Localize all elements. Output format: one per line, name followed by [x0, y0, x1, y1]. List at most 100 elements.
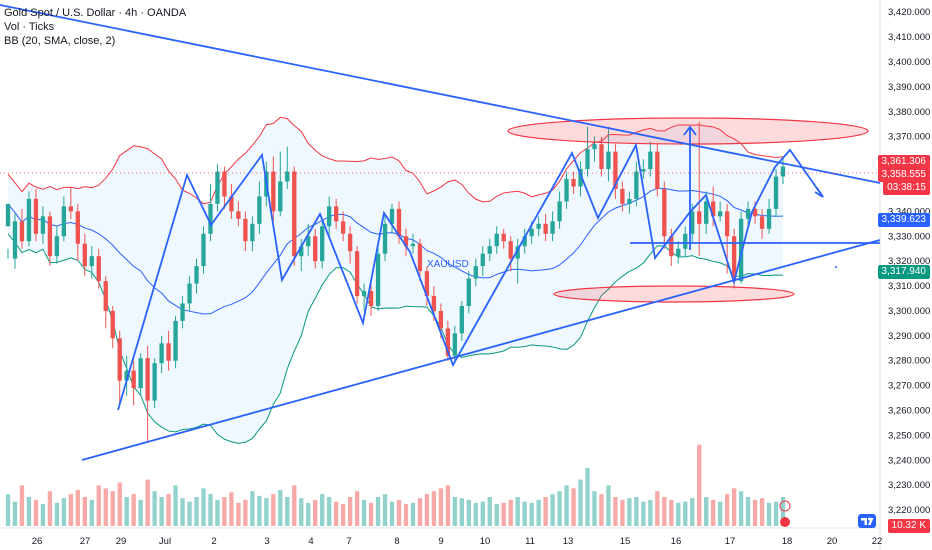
candle-body — [613, 151, 618, 189]
volume-bar — [501, 502, 506, 526]
volume-bar — [194, 497, 199, 526]
time-tick-label: 29 — [116, 536, 127, 547]
volume-bar — [466, 499, 471, 526]
volume-bar — [361, 499, 367, 526]
down-arrow-head — [814, 187, 824, 198]
price-tick-label: 3,300.000 — [888, 306, 930, 317]
candle-body — [431, 295, 437, 311]
volume-bar — [82, 497, 87, 526]
price-tick-label: 3,220.000 — [888, 505, 930, 516]
candle-body — [759, 216, 765, 229]
ascending-trendline — [81, 239, 881, 461]
candle-body — [731, 236, 737, 282]
price-tick-label: 3,230.000 — [888, 480, 930, 491]
volume-bar — [452, 497, 458, 526]
candle-body — [208, 203, 213, 234]
volume-bar — [138, 499, 143, 526]
volume-bar — [19, 485, 25, 526]
candle-body — [501, 233, 506, 242]
volume-bar — [724, 494, 730, 526]
volume-bar — [620, 499, 625, 526]
volume-bar — [606, 485, 611, 526]
volume-bar — [731, 488, 737, 526]
candle-body — [676, 248, 681, 257]
price-tick-label: 3,370.000 — [888, 132, 930, 143]
volume-bar — [117, 482, 122, 526]
candle-body — [403, 236, 409, 247]
volume-bar — [738, 491, 744, 526]
volume-bar — [676, 502, 681, 526]
volume-bar — [173, 485, 178, 526]
price-tick-label: 3,380.000 — [888, 107, 930, 118]
volume-bar — [766, 502, 772, 526]
candle-body — [669, 236, 674, 257]
volume-bar — [47, 491, 53, 526]
volume-bar — [306, 502, 311, 526]
volume-bar — [278, 490, 283, 526]
volume-bar — [711, 499, 716, 526]
volume-bar — [375, 497, 381, 526]
candle-body — [138, 358, 143, 389]
volume-bar — [327, 497, 332, 526]
bb-upper-line — [7, 116, 784, 205]
candle-body — [54, 236, 60, 257]
tradingview-logo-icon[interactable] — [858, 514, 876, 528]
candle-body — [33, 198, 39, 234]
volume-bar — [410, 502, 416, 526]
candle-body — [396, 208, 402, 237]
volume-bar — [368, 502, 374, 526]
volume-bar — [780, 497, 786, 526]
candle-body — [194, 266, 199, 284]
time-tick-label: 8 — [394, 536, 399, 547]
flag-icon — [780, 517, 790, 527]
price-tick-label: 3,400.000 — [888, 57, 930, 68]
candle-body — [627, 198, 632, 204]
candle-body — [508, 241, 513, 259]
candle-body — [424, 271, 430, 296]
volume-bar — [257, 495, 262, 526]
candle-body — [222, 171, 227, 197]
price-tick-label: 3,270.000 — [888, 381, 930, 392]
candle-body — [187, 283, 192, 304]
volume-bar — [648, 499, 653, 526]
volume-bar — [180, 498, 185, 526]
volume-bar — [271, 494, 276, 526]
volume-bar — [613, 497, 618, 526]
candle-body — [215, 171, 220, 204]
candle-body — [5, 203, 11, 227]
volume-bar — [717, 501, 723, 526]
candle-body — [229, 196, 234, 212]
candle-body — [19, 221, 25, 242]
candle-body — [738, 218, 744, 282]
candle-body — [466, 278, 471, 306]
volume-bar — [215, 499, 220, 526]
time-tick-label: 18 — [782, 536, 793, 547]
volume-bar — [536, 499, 541, 526]
candle-body — [592, 144, 597, 150]
volume-bar — [508, 499, 513, 526]
candle-body — [285, 171, 290, 182]
candle-body — [536, 223, 541, 229]
candle-body — [131, 370, 136, 389]
candle-body — [780, 166, 786, 177]
candle-body — [347, 233, 353, 252]
volume-bar — [250, 491, 255, 526]
wave-path — [117, 142, 824, 411]
candle-body — [550, 221, 555, 234]
candle-body — [711, 201, 716, 217]
volume-bar — [662, 497, 667, 526]
volume-bar — [745, 497, 751, 526]
volume-bar — [103, 488, 108, 526]
volume-bar — [704, 497, 709, 526]
candle-body — [773, 176, 779, 209]
time-tick-label: 27 — [80, 536, 91, 547]
time-tick-label: 17 — [725, 536, 736, 547]
volume-bar — [585, 468, 590, 526]
volume-bar — [641, 501, 646, 526]
candle-body — [257, 196, 262, 224]
volume-bar — [669, 499, 674, 526]
candle-body — [117, 338, 122, 381]
volume-bar — [599, 494, 604, 526]
volume-bar — [222, 497, 227, 526]
